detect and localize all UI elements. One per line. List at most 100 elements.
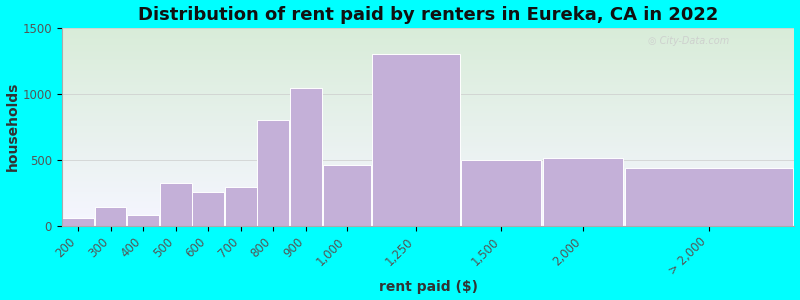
Bar bbox=[62, 189, 794, 190]
Bar bbox=[62, 179, 794, 180]
Bar bbox=[62, 166, 794, 167]
Bar bbox=[62, 32, 794, 33]
X-axis label: rent paid ($): rent paid ($) bbox=[378, 280, 478, 294]
Bar bbox=[62, 82, 794, 83]
Bar bbox=[62, 35, 794, 36]
Bar bbox=[62, 75, 794, 76]
Bar bbox=[62, 224, 794, 226]
Bar bbox=[62, 66, 794, 68]
Bar bbox=[62, 207, 794, 208]
Bar bbox=[62, 162, 794, 163]
Bar bbox=[62, 123, 794, 124]
Text: ◎ City-Data.com: ◎ City-Data.com bbox=[648, 36, 729, 46]
Bar bbox=[62, 174, 794, 175]
Bar bbox=[62, 222, 794, 223]
Bar bbox=[62, 104, 794, 105]
Bar bbox=[62, 116, 794, 117]
Bar bbox=[62, 39, 794, 40]
Bar bbox=[62, 45, 794, 46]
Bar bbox=[62, 178, 794, 179]
Bar bbox=[62, 133, 794, 134]
Bar bbox=[62, 62, 794, 64]
Bar bbox=[62, 125, 794, 126]
Bar bbox=[127, 215, 159, 226]
Bar bbox=[62, 105, 794, 106]
Bar bbox=[62, 220, 794, 222]
Bar bbox=[62, 210, 794, 211]
Bar bbox=[62, 40, 794, 41]
Bar bbox=[62, 150, 794, 152]
Bar bbox=[62, 83, 794, 84]
Bar bbox=[62, 77, 794, 78]
Bar bbox=[62, 131, 794, 132]
Bar bbox=[62, 173, 794, 174]
Bar bbox=[62, 122, 794, 123]
Bar bbox=[62, 115, 794, 116]
Bar bbox=[62, 192, 794, 193]
Bar bbox=[62, 184, 794, 185]
Bar bbox=[62, 47, 794, 48]
Bar bbox=[62, 219, 794, 220]
Bar bbox=[62, 64, 794, 65]
Bar bbox=[62, 135, 794, 136]
Bar bbox=[62, 46, 794, 47]
Bar bbox=[62, 74, 794, 75]
Bar bbox=[62, 214, 794, 216]
Bar bbox=[62, 93, 794, 94]
Bar bbox=[62, 171, 794, 172]
Bar bbox=[62, 140, 794, 142]
Bar bbox=[62, 52, 794, 54]
Bar bbox=[62, 146, 794, 148]
Bar bbox=[62, 167, 794, 168]
Bar bbox=[62, 69, 794, 70]
Bar bbox=[62, 209, 794, 210]
Bar bbox=[62, 72, 794, 73]
Bar bbox=[62, 139, 794, 140]
Bar bbox=[62, 126, 794, 127]
Bar bbox=[462, 160, 542, 226]
Bar bbox=[62, 31, 794, 32]
Bar bbox=[62, 216, 794, 217]
Bar bbox=[62, 29, 794, 30]
Bar bbox=[62, 217, 794, 218]
Bar bbox=[62, 88, 794, 89]
Bar bbox=[62, 157, 794, 158]
Bar bbox=[62, 180, 794, 181]
Bar bbox=[62, 181, 794, 182]
Bar bbox=[62, 111, 794, 112]
Bar bbox=[62, 182, 794, 183]
Bar bbox=[62, 91, 794, 92]
Bar bbox=[62, 106, 794, 107]
Bar bbox=[62, 112, 794, 113]
Bar bbox=[62, 205, 794, 206]
Bar bbox=[62, 154, 794, 155]
Bar bbox=[62, 159, 794, 160]
Bar bbox=[62, 218, 794, 219]
Bar bbox=[62, 100, 794, 101]
Bar bbox=[160, 183, 192, 226]
Bar bbox=[62, 117, 794, 118]
Bar bbox=[62, 78, 794, 79]
Bar bbox=[62, 90, 794, 91]
Bar bbox=[543, 158, 622, 226]
Bar bbox=[290, 88, 322, 226]
Bar bbox=[62, 211, 794, 212]
Bar bbox=[62, 51, 794, 52]
Bar bbox=[62, 54, 794, 55]
Bar bbox=[62, 101, 794, 102]
Bar bbox=[62, 92, 794, 93]
Bar bbox=[62, 110, 794, 111]
Bar bbox=[62, 155, 794, 156]
Bar bbox=[62, 153, 794, 154]
Bar bbox=[225, 187, 257, 226]
Bar bbox=[62, 223, 794, 224]
Bar bbox=[62, 187, 794, 188]
Bar bbox=[62, 160, 794, 161]
Bar bbox=[62, 81, 794, 82]
Title: Distribution of rent paid by renters in Eureka, CA in 2022: Distribution of rent paid by renters in … bbox=[138, 6, 718, 24]
Bar bbox=[62, 76, 794, 77]
Bar bbox=[62, 84, 794, 85]
Bar bbox=[62, 130, 794, 131]
Bar bbox=[322, 165, 370, 226]
Bar bbox=[62, 199, 794, 200]
